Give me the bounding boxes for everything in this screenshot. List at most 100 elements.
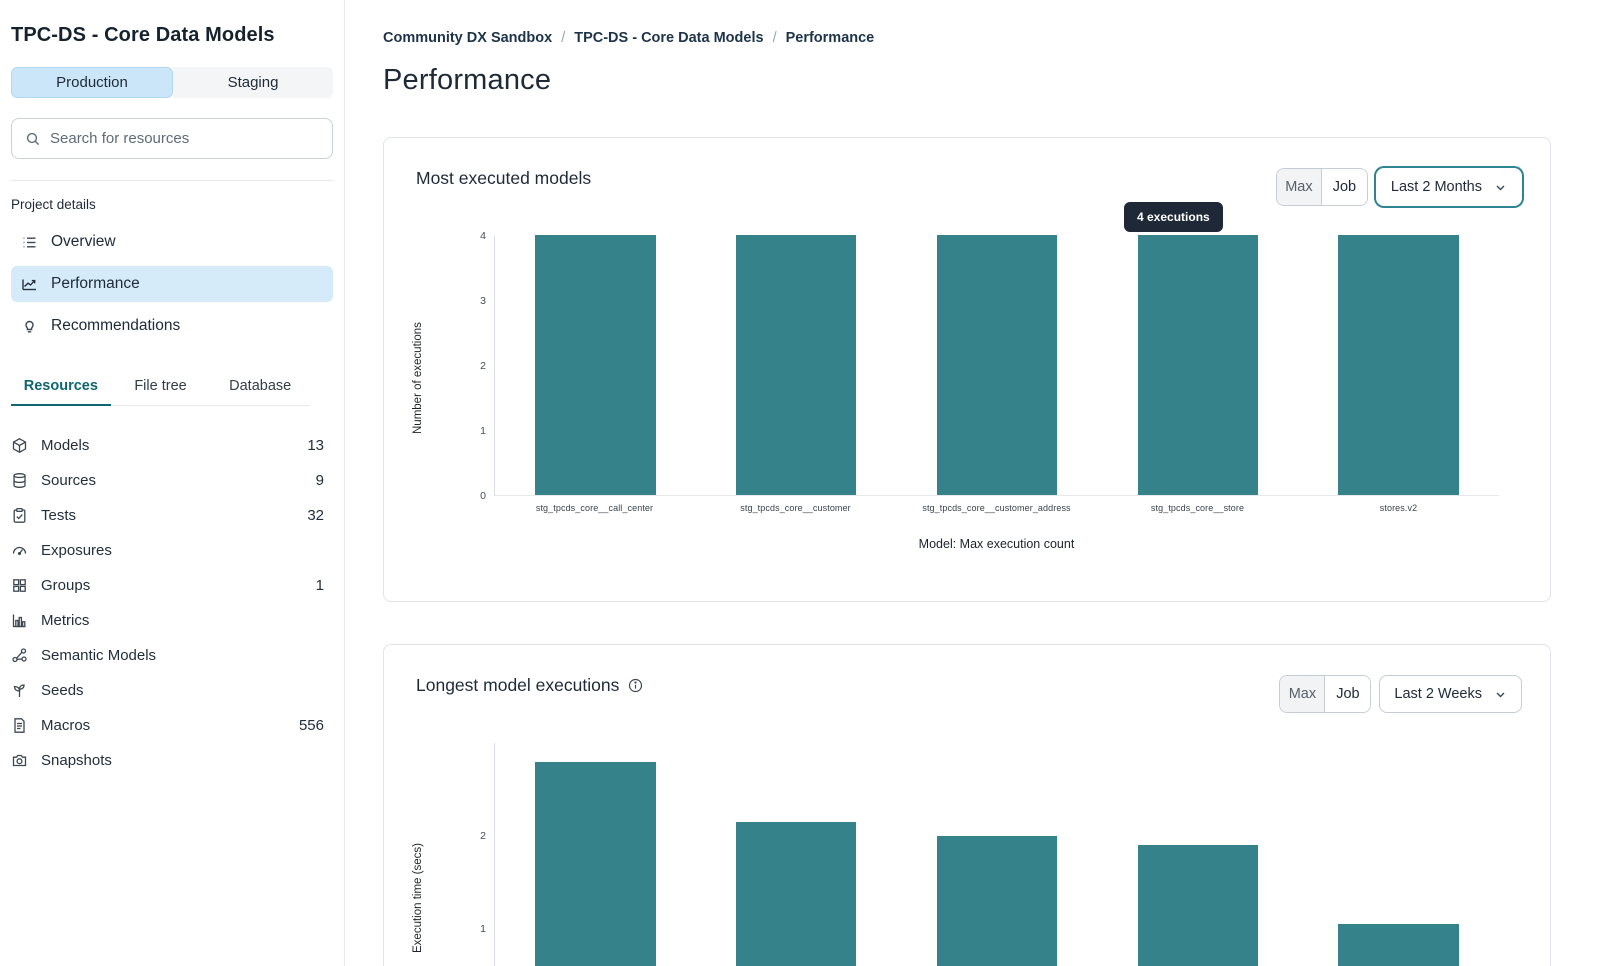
bar[interactable] <box>936 836 1058 966</box>
env-tab-production[interactable]: Production <box>11 67 173 98</box>
bar[interactable] <box>1137 235 1259 495</box>
bar-slot <box>897 235 1098 495</box>
chart-controls: Max Job Last 2 Weeks <box>1279 675 1522 713</box>
job-button[interactable]: Job <box>1321 169 1367 205</box>
clipboard-check-icon <box>11 507 28 524</box>
y-axis-title: Number of executions <box>412 322 424 434</box>
breadcrumb-separator: / <box>772 30 777 46</box>
bar-slot <box>495 743 696 966</box>
search-box[interactable] <box>11 118 333 159</box>
chevron-down-icon <box>1492 686 1509 703</box>
resource-count: 556 <box>298 717 324 734</box>
sidebar-item-overview[interactable]: Overview <box>11 224 333 260</box>
resource-item-groups[interactable]: Groups 1 <box>11 568 324 603</box>
info-icon[interactable] <box>627 677 644 694</box>
time-range-dropdown[interactable]: Last 2 Weeks <box>1379 675 1522 713</box>
main-content: Community DX Sandbox / TPC-DS - Core Dat… <box>345 0 1621 966</box>
resource-item-models[interactable]: Models 13 <box>11 428 324 463</box>
resource-count: 13 <box>307 437 324 454</box>
resource-item-semantic-models[interactable]: Semantic Models <box>11 638 324 673</box>
max-job-toggle: Max Job <box>1275 168 1368 206</box>
y-axis-tick: 2 <box>480 360 486 372</box>
resource-list: Models 13 Sources 9 <box>0 406 344 778</box>
list-icon <box>21 234 38 251</box>
bar[interactable] <box>936 235 1058 495</box>
resource-item-snapshots[interactable]: Snapshots <box>11 743 324 778</box>
resource-count: 32 <box>307 507 324 524</box>
resource-count: 9 <box>315 472 324 489</box>
resource-label: Groups <box>41 577 91 594</box>
tab-resources[interactable]: Resources <box>11 370 111 406</box>
max-button[interactable]: Max <box>1280 676 1326 712</box>
resource-item-exposures[interactable]: Exposures <box>11 533 324 568</box>
gauge-icon <box>11 542 28 559</box>
resource-item-metrics[interactable]: Metrics <box>11 603 324 638</box>
x-axis-label: stores.v2 <box>1379 503 1418 513</box>
document-icon <box>11 717 28 734</box>
bar-slot <box>1097 235 1298 495</box>
resource-item-macros[interactable]: Macros 556 <box>11 708 324 743</box>
sidebar-item-label: Recommendations <box>51 317 181 334</box>
most-executed-models-card: Most executed models Max Job Last 2 Mont… <box>383 137 1551 602</box>
chevron-down-icon <box>1492 179 1509 196</box>
max-button[interactable]: Max <box>1276 169 1322 205</box>
x-axis-label: stg_tpcds_core__customer_address <box>922 503 1071 513</box>
job-button[interactable]: Job <box>1325 676 1371 712</box>
sidebar-item-recommendations[interactable]: Recommendations <box>11 308 333 344</box>
time-range-value: Last 2 Weeks <box>1394 686 1482 702</box>
cube-icon <box>11 437 28 454</box>
y-axis-title: Execution time (secs) <box>412 843 424 954</box>
breadcrumb-current: Performance <box>785 30 875 46</box>
max-job-toggle: Max Job <box>1279 675 1372 713</box>
env-tab-staging[interactable]: Staging <box>173 67 333 98</box>
lightbulb-icon <box>21 318 38 335</box>
chart-title: Most executed models <box>416 168 592 188</box>
tab-file-tree[interactable]: File tree <box>134 378 187 394</box>
bar-slot <box>1298 235 1499 495</box>
resource-label: Snapshots <box>41 752 112 769</box>
camera-icon <box>11 752 28 769</box>
resource-label: Models <box>41 437 90 454</box>
x-axis-title: Model: Max execution count <box>918 537 1075 551</box>
seed-icon <box>11 682 28 699</box>
y-axis-tick: 0 <box>480 490 486 502</box>
database-icon <box>11 472 28 489</box>
page-title: Performance <box>383 64 552 96</box>
y-axis-tick: 4 <box>480 230 486 242</box>
environment-switcher: Production Staging <box>11 67 333 98</box>
resource-label: Macros <box>41 717 91 734</box>
breadcrumb-separator: / <box>561 30 566 46</box>
breadcrumb-project[interactable]: TPC-DS - Core Data Models <box>574 30 764 46</box>
project-details-label: Project details <box>11 197 96 212</box>
resource-item-tests[interactable]: Tests 32 <box>11 498 324 533</box>
x-axis-labels: stg_tpcds_core__call_center stg_tpcds_cor… <box>494 503 1499 513</box>
resource-item-seeds[interactable]: Seeds <box>11 673 324 708</box>
resource-count: 1 <box>315 577 324 594</box>
bar[interactable] <box>1137 845 1259 966</box>
chart-tooltip: 4 executions <box>1124 202 1223 232</box>
tab-database[interactable]: Database <box>229 378 292 394</box>
bar-slot <box>495 235 696 495</box>
bar-slot <box>696 235 897 495</box>
x-axis-label: stg_tpcds_core__call_center <box>535 503 654 513</box>
y-axis-tick: 1 <box>480 425 486 437</box>
breadcrumb-account[interactable]: Community DX Sandbox <box>383 30 553 46</box>
sidebar-item-label: Performance <box>51 275 140 292</box>
bar[interactable] <box>735 822 857 966</box>
time-range-dropdown[interactable]: Last 2 Months <box>1375 168 1522 206</box>
sidebar-divider <box>11 180 333 181</box>
bar[interactable] <box>535 235 656 495</box>
x-axis-label: stg_tpcds_core__customer <box>740 503 851 513</box>
most-executed-models-chart: Number of executions 0 1 2 3 4 stg_tpcds_cor… <box>412 230 1522 551</box>
grid-icon <box>11 577 28 594</box>
bar[interactable] <box>735 235 857 495</box>
sidebar-item-performance[interactable]: Performance <box>11 266 333 302</box>
bar[interactable] <box>1338 235 1459 495</box>
search-input[interactable] <box>50 130 320 147</box>
resource-label: Sources <box>41 472 97 489</box>
resource-item-sources[interactable]: Sources 9 <box>11 463 324 498</box>
bar[interactable] <box>535 761 656 966</box>
bar[interactable] <box>1338 924 1459 966</box>
bar-slot <box>1097 743 1298 966</box>
